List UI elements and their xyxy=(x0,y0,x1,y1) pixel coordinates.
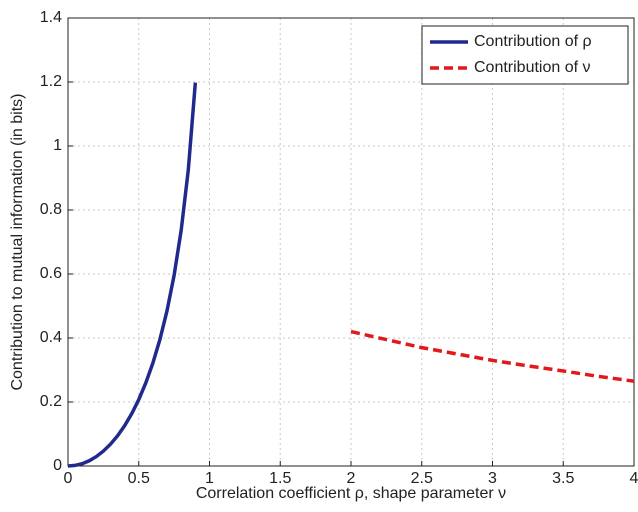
x-tick-label: 2.5 xyxy=(411,470,433,487)
y-tick-label: 1.4 xyxy=(40,9,62,26)
x-tick-label: 2 xyxy=(347,470,356,487)
legend-label: Contribution of ν xyxy=(474,59,591,76)
y-tick-label: 0.2 xyxy=(40,393,62,410)
y-tick-label: 0.6 xyxy=(40,265,62,282)
line xyxy=(350,329,635,383)
y-axis-label: Contribution to mutual information (in b… xyxy=(9,93,26,390)
x-tick-label: 0 xyxy=(64,470,73,487)
x-tick-label: 3.5 xyxy=(552,470,574,487)
legend-box xyxy=(421,25,629,85)
x-axis-label: Correlation coefficient ρ, shape paramet… xyxy=(196,485,506,502)
y-tick-label: 0.4 xyxy=(40,329,62,346)
x-tick-label: 4 xyxy=(630,470,638,487)
x-tick-label: 1.5 xyxy=(269,470,291,487)
legend-label: Contribution of ρ xyxy=(474,33,592,50)
x-tick-label: 0.5 xyxy=(128,470,150,487)
line xyxy=(67,82,198,468)
plot-frame xyxy=(67,17,635,467)
y-tick-label: 0.8 xyxy=(40,201,62,218)
y-tick-label: 0 xyxy=(53,457,62,474)
x-tick-label: 1 xyxy=(205,470,214,487)
x-tick-label: 3 xyxy=(488,470,497,487)
y-tick-label: 1 xyxy=(53,137,62,154)
y-tick-label: 1.2 xyxy=(40,73,62,90)
